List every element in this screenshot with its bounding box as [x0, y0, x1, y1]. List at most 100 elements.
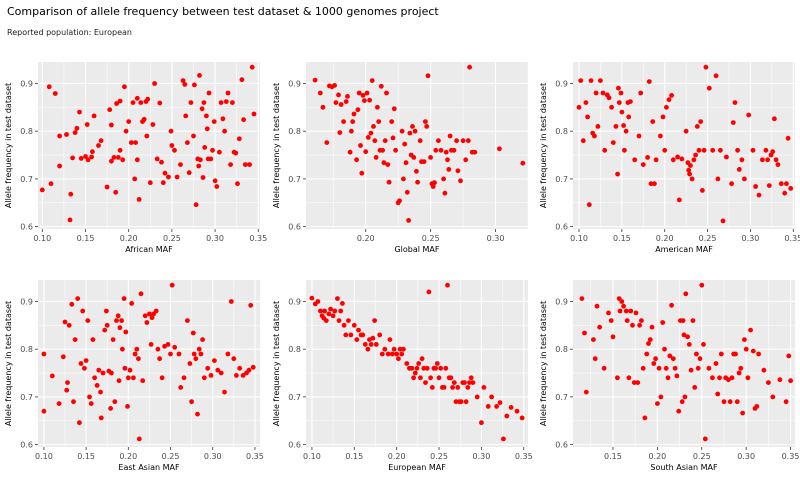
- scatter-point: [592, 133, 597, 139]
- scatter-point: [621, 303, 626, 309]
- scatter-point: [736, 167, 742, 172]
- scatter-point: [377, 332, 383, 338]
- scatter-point: [593, 90, 599, 96]
- scatter-point: [443, 365, 449, 371]
- scatter-point: [349, 128, 354, 134]
- scatter-point: [74, 125, 80, 131]
- scatter-point: [346, 318, 351, 323]
- scatter-point: [421, 365, 427, 371]
- scatter-point: [753, 184, 758, 189]
- scatter-point: [667, 353, 673, 359]
- scatter-point: [635, 380, 641, 385]
- scatter-point: [354, 157, 359, 163]
- scatter-point: [578, 78, 584, 83]
- scatter-point: [652, 181, 657, 187]
- scatter-point: [169, 143, 175, 148]
- scatter-point: [200, 175, 206, 180]
- scatter-point: [239, 77, 245, 83]
- scatter-point: [128, 140, 134, 146]
- scatter-point: [646, 341, 651, 346]
- scatter-point: [632, 157, 638, 163]
- scatter-point: [715, 176, 721, 182]
- scatter-point: [117, 98, 123, 104]
- y-tick-label: 0.9: [288, 79, 301, 88]
- y-tick-label: 0.7: [20, 175, 33, 184]
- scatter-point: [159, 375, 165, 381]
- scatter-point: [212, 358, 217, 363]
- scatter-point: [619, 109, 625, 115]
- scatter-point: [670, 157, 676, 163]
- scatter-point: [115, 155, 121, 160]
- scatter-point: [399, 128, 405, 134]
- facet-panel-2: 0.20 0.25 0.30 0.6 0.7 0.8 0.9 Global MAF Allele…: [272, 62, 529, 254]
- scatter-point: [189, 399, 195, 405]
- scatter-point: [351, 111, 357, 117]
- scatter-point: [432, 180, 437, 186]
- scatter-point: [180, 78, 186, 83]
- scatter-point: [394, 351, 400, 357]
- y-tick-label: 0.6: [288, 223, 301, 232]
- scatter-point: [497, 400, 503, 405]
- scatter-point: [698, 119, 704, 124]
- scatter-point: [343, 332, 349, 338]
- y-tick-label: 0.8: [20, 345, 33, 354]
- y-tick-label: 0.6: [288, 441, 301, 450]
- scatter-point: [680, 318, 686, 323]
- x-tick-label: 0.25: [422, 234, 440, 243]
- scatter-point: [686, 167, 692, 173]
- scatter-point: [98, 389, 103, 395]
- x-tick-label: 0.35: [249, 234, 267, 243]
- scatter-point: [347, 149, 353, 155]
- scatter-point: [407, 130, 413, 136]
- scatter-point: [78, 156, 84, 161]
- scatter-point: [649, 324, 655, 330]
- scatter-point: [694, 124, 700, 129]
- scatter-point: [129, 301, 135, 306]
- scatter-point: [222, 389, 227, 395]
- x-axis-label: East Asian MAF: [118, 463, 180, 472]
- scatter-point: [147, 311, 152, 317]
- scatter-point: [713, 361, 719, 366]
- scatter-point: [107, 107, 113, 113]
- scatter-point: [441, 176, 446, 182]
- scatter-point: [375, 104, 380, 110]
- scatter-point: [636, 133, 642, 139]
- scatter-point: [83, 358, 89, 363]
- scatter-point: [742, 176, 747, 182]
- scatter-point: [423, 119, 428, 124]
- scatter-point: [104, 322, 110, 328]
- x-tick-label: 0.15: [77, 452, 95, 461]
- scatter-point: [739, 157, 745, 163]
- scatter-point: [428, 155, 433, 160]
- scatter-point: [198, 351, 204, 357]
- y-tick-label: 0.6: [20, 441, 33, 450]
- scatter-point: [396, 356, 401, 362]
- scatter-point: [580, 138, 586, 144]
- scatter-point: [760, 157, 765, 163]
- scatter-point: [622, 147, 627, 153]
- scatter-point: [485, 404, 491, 409]
- scatter-point: [102, 327, 108, 333]
- scatter-point: [594, 303, 600, 309]
- scatter-point: [144, 133, 150, 139]
- scatter-point: [628, 99, 633, 104]
- scatter-point: [389, 119, 395, 124]
- scatter-point: [468, 375, 474, 381]
- scatter-point: [402, 141, 408, 147]
- y-axis-label: Allele frequency in test dataset: [272, 83, 281, 208]
- scatter-point: [609, 104, 614, 110]
- scatter-point: [706, 85, 712, 91]
- scatter-point: [134, 346, 140, 352]
- scatter-point: [88, 401, 94, 406]
- scatter-point: [162, 170, 168, 176]
- scatter-point: [692, 385, 698, 390]
- scatter-point: [348, 332, 354, 338]
- scatter-point: [202, 145, 208, 150]
- scatter-point: [318, 308, 323, 314]
- scatter-point: [600, 90, 606, 96]
- scatter-point: [694, 351, 699, 357]
- scatter-point: [378, 83, 384, 89]
- scatter-point: [451, 147, 457, 153]
- scatter-point: [148, 342, 154, 347]
- scatter-point: [217, 149, 222, 155]
